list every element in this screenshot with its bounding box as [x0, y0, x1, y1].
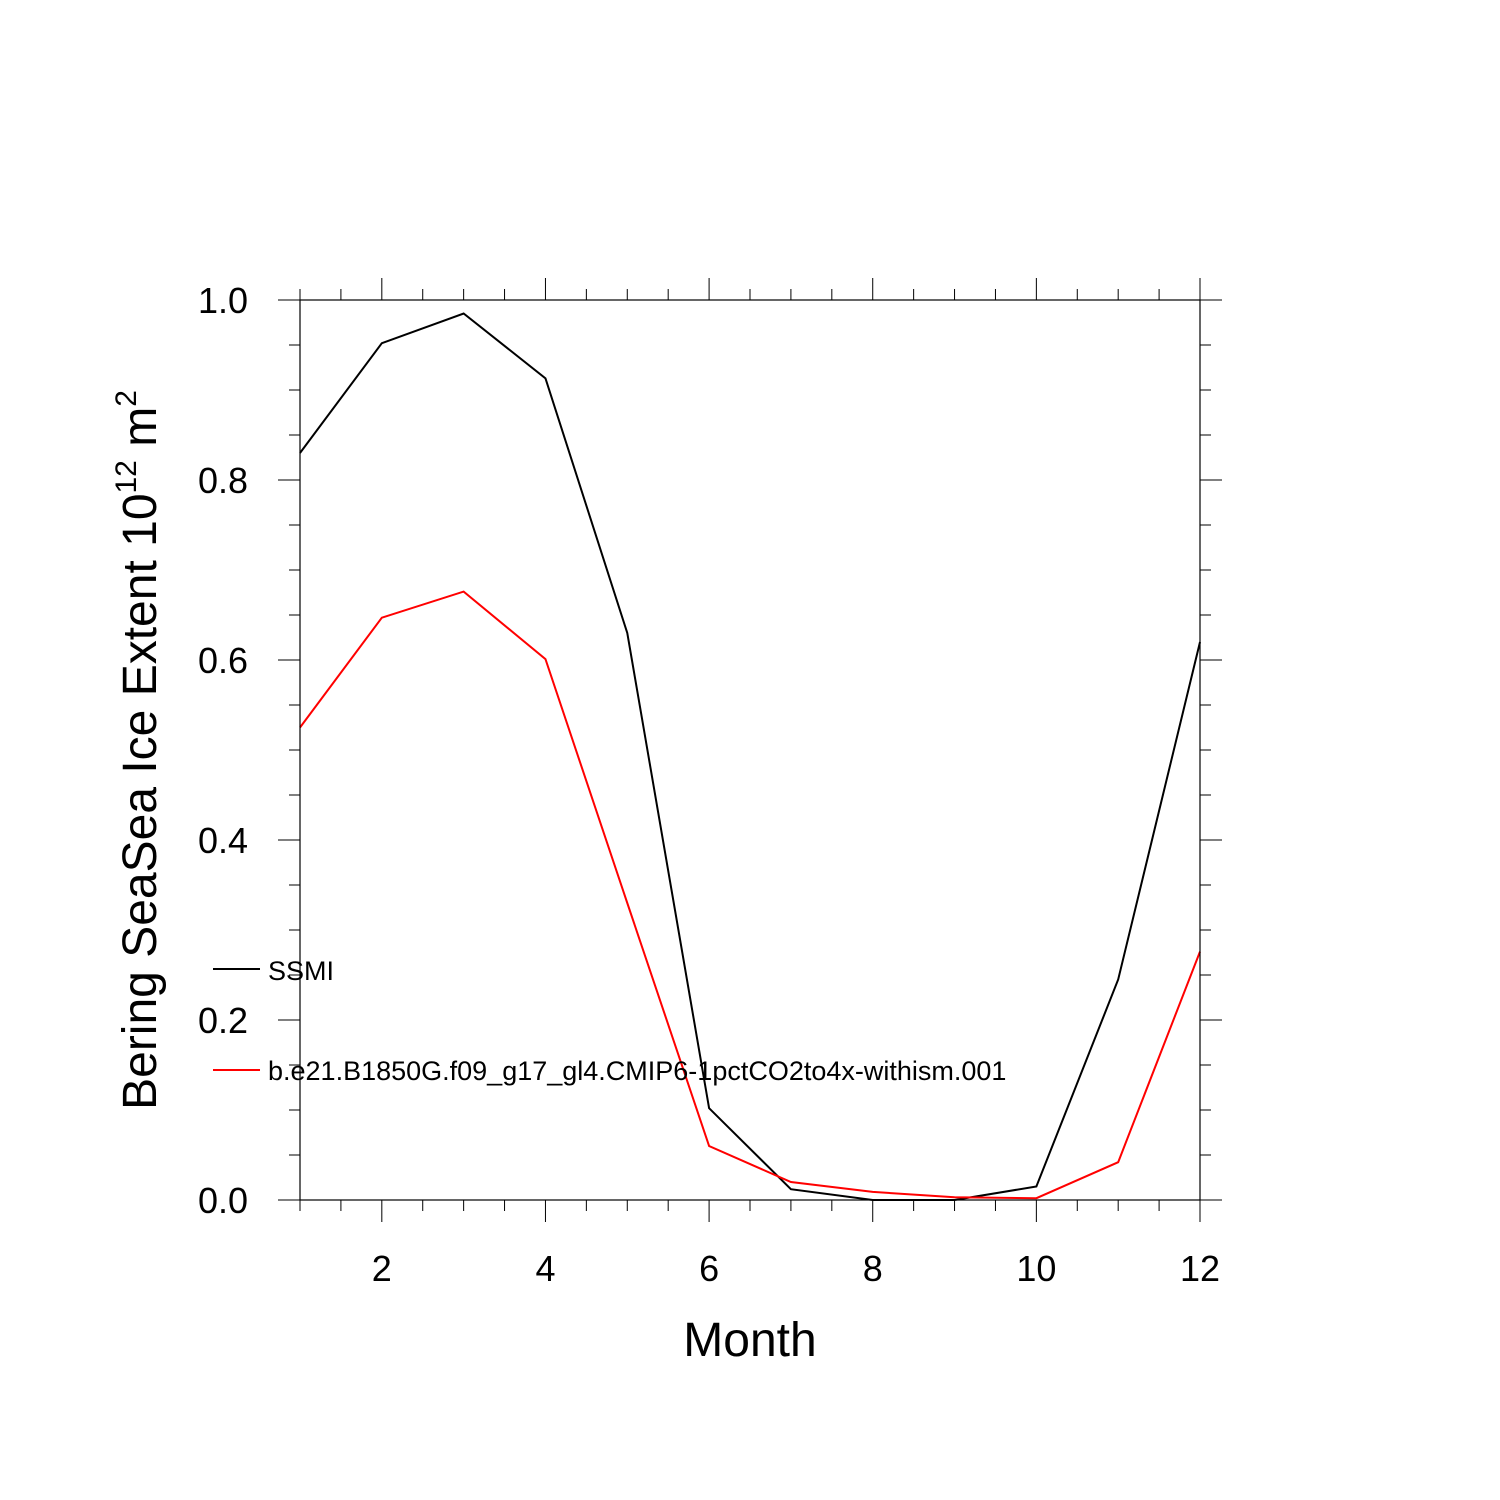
- series-line-ssmi: [299, 312, 1201, 1201]
- y-axis-title-main: Bering SeaSea Ice Extent 10: [114, 493, 167, 1109]
- x-axis-title: Month: [683, 1314, 816, 1367]
- y-axis-title-unit: [114, 447, 167, 460]
- y-tick-label: 0.8: [198, 460, 248, 501]
- legend: SSMI b.e21.B1850G.f09_g17_gl4.CMIP6-1pct…: [213, 956, 1006, 1086]
- tick-labels: 2 4 6 8 10 12 0.0 0.2 0.4 0.6 0.8 1.0: [198, 280, 1220, 1289]
- y-axis-title-unit-symbol: m: [114, 407, 167, 447]
- y-axis-title-exponent: 12: [110, 460, 143, 493]
- series-line-cmip6: [299, 590, 1201, 1200]
- y-axis-title: Bering SeaSea Ice Extent 1012 m2: [110, 390, 167, 1110]
- y-axis-title-unit-exponent: 2: [110, 390, 143, 407]
- x-tick-label: 12: [1180, 1248, 1220, 1289]
- x-tick-label: 2: [372, 1248, 392, 1289]
- y-tick-label: 0.2: [198, 1000, 248, 1041]
- legend-label-ssmi: SSMI: [268, 956, 334, 986]
- x-tick-label: 8: [863, 1248, 883, 1289]
- y-tick-label: 0.6: [198, 640, 248, 681]
- x-tick-label: 6: [699, 1248, 719, 1289]
- y-tick-label: 0.0: [198, 1180, 248, 1221]
- plot-area: [299, 312, 1201, 1201]
- legend-label-cmip6: b.e21.B1850G.f09_g17_gl4.CMIP6-1pctCO2to…: [268, 1056, 1006, 1086]
- x-tick-label: 10: [1016, 1248, 1056, 1289]
- plot-frame: [299, 299, 1201, 1201]
- axis-ticks: [278, 278, 1222, 1222]
- y-tick-label: 1.0: [198, 280, 248, 321]
- x-tick-label: 4: [535, 1248, 555, 1289]
- y-tick-label: 0.4: [198, 820, 248, 861]
